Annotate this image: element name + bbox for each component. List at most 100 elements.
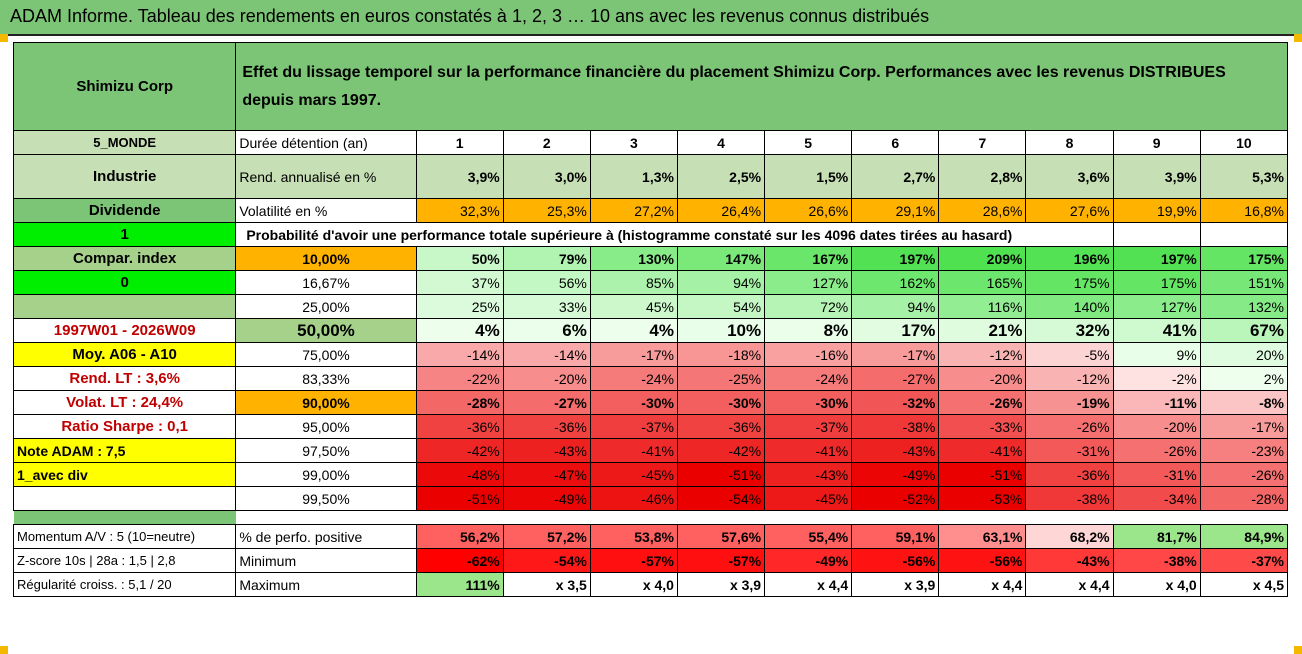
quantile-cell: -20% (938, 366, 1027, 391)
quantile-cell: -38% (1025, 486, 1114, 511)
maximum-cell: 111% (415, 572, 504, 597)
quantile-cell: 67% (1199, 318, 1289, 343)
report-title: ADAM Informe. Tableau des rendements en … (10, 6, 930, 26)
year-header: 4 (676, 130, 766, 155)
quantile-label: 75,00% (235, 342, 417, 367)
positive-pct-cell: 57,2% (502, 524, 591, 549)
year-header: 5 (764, 130, 853, 155)
compar-index-value: 0 (12, 270, 237, 295)
quantile-cell: -8% (1199, 390, 1289, 415)
quantile-cell: -53% (938, 486, 1027, 511)
maximum-cell: x 4,5 (1199, 572, 1289, 597)
volatility-cell: 25,3% (502, 198, 591, 223)
quantile-cell: 2% (1199, 366, 1289, 391)
momentum-label: Momentum A/V : 5 (10=neutre) (12, 524, 237, 549)
quantile-cell: 41% (1112, 318, 1201, 343)
quantile-cell: -31% (1112, 462, 1201, 487)
quantile-cell: -23% (1199, 438, 1289, 463)
return-cell: 1,5% (764, 154, 853, 199)
return-cell: 3,6% (1025, 154, 1114, 199)
corner-marker (1294, 34, 1302, 42)
quantile-cell: 197% (1112, 246, 1201, 271)
quantile-label: 25,00% (235, 294, 417, 319)
quantile-cell: 94% (851, 294, 940, 319)
quantile-cell: -20% (1112, 414, 1201, 439)
volatility-cell: 26,4% (676, 198, 766, 223)
minimum-cell: -57% (676, 548, 766, 573)
quantile-cell: 4% (415, 318, 504, 343)
region-label: 5_MONDE (12, 130, 237, 155)
positive-pct-cell: 56,2% (415, 524, 504, 549)
corner-marker (0, 646, 8, 654)
zscore-label: Z-score 10s | 28a : 1,5 | 2,8 (12, 548, 237, 573)
positive-pct-cell: 63,1% (938, 524, 1027, 549)
quantile-cell: -17% (851, 342, 940, 367)
quantile-cell: 175% (1025, 270, 1114, 295)
quantile-cell: 56% (502, 270, 591, 295)
positive-pct-cell: 84,9% (1199, 524, 1289, 549)
dividend-mode: 1_avec div (12, 462, 237, 487)
blank-cell (1199, 222, 1289, 247)
minimum-cell: -49% (764, 548, 853, 573)
long-term-return: Rend. LT : 3,6% (12, 366, 237, 391)
quantile-cell: 54% (676, 294, 766, 319)
quantile-cell: -49% (502, 486, 591, 511)
quantile-cell: -12% (1025, 366, 1114, 391)
quantile-cell: 9% (1112, 342, 1201, 367)
quantile-cell: 209% (938, 246, 1027, 271)
company-name: Shimizu Corp (12, 42, 237, 131)
returns-table: Shimizu Corp Effet du lissage temporel s… (12, 42, 1289, 597)
maximum-cell: x 4,4 (938, 572, 1027, 597)
quantile-cell: -17% (589, 342, 678, 367)
quantile-cell: 140% (1025, 294, 1114, 319)
quantile-cell: -37% (589, 414, 678, 439)
header-description: Effet du lissage temporel sur la perform… (235, 42, 1288, 131)
quantile-cell: -43% (851, 438, 940, 463)
minimum-cell: -37% (1199, 548, 1289, 573)
quantile-cell: 72% (764, 294, 853, 319)
minimum-cell: -56% (938, 548, 1027, 573)
quantile-cell: 130% (589, 246, 678, 271)
quantile-label: 10,00% (235, 246, 417, 271)
return-cell: 1,3% (589, 154, 678, 199)
year-header: 3 (589, 130, 678, 155)
year-header: 1 (415, 130, 504, 155)
volatility-cell: 16,8% (1199, 198, 1289, 223)
quantile-cell: -42% (676, 438, 766, 463)
quantile-cell: 25% (415, 294, 504, 319)
quantile-cell: 37% (415, 270, 504, 295)
return-label: Rend. annualisé en % (235, 154, 417, 199)
quantile-cell: -41% (589, 438, 678, 463)
quantile-cell: 175% (1199, 246, 1289, 271)
quantile-cell: 32% (1025, 318, 1114, 343)
period-label: 1997W01 - 2026W09 (12, 318, 237, 343)
quantile-cell: -26% (1199, 462, 1289, 487)
positive-pct-cell: 55,4% (764, 524, 853, 549)
quantile-cell: -19% (1025, 390, 1114, 415)
maximum-cell: x 4,4 (1025, 572, 1114, 597)
quantile-cell: -51% (415, 486, 504, 511)
quantile-cell: 132% (1199, 294, 1289, 319)
blank-cell (12, 486, 237, 511)
quantile-cell: -31% (1025, 438, 1114, 463)
return-cell: 3,9% (1112, 154, 1201, 199)
quantile-cell: -30% (676, 390, 766, 415)
year-header: 9 (1112, 130, 1201, 155)
quantile-cell: -36% (415, 414, 504, 439)
return-cell: 2,8% (938, 154, 1027, 199)
positive-pct-cell: 53,8% (589, 524, 678, 549)
quantile-cell: -41% (938, 438, 1027, 463)
quantile-label: 99,00% (235, 462, 417, 487)
quantile-cell: 196% (1025, 246, 1114, 271)
corner-marker (0, 34, 8, 42)
quantile-cell: 162% (851, 270, 940, 295)
quantile-cell: -51% (676, 462, 766, 487)
quantile-cell: 85% (589, 270, 678, 295)
title-bar: ADAM Informe. Tableau des rendements en … (0, 0, 1302, 36)
quantile-cell: 4% (589, 318, 678, 343)
quantile-label: 99,50% (235, 486, 417, 511)
duration-label: Durée détention (an) (235, 130, 417, 155)
separator (13, 510, 236, 525)
quantile-label: 97,50% (235, 438, 417, 463)
minimum-cell: -43% (1025, 548, 1114, 573)
